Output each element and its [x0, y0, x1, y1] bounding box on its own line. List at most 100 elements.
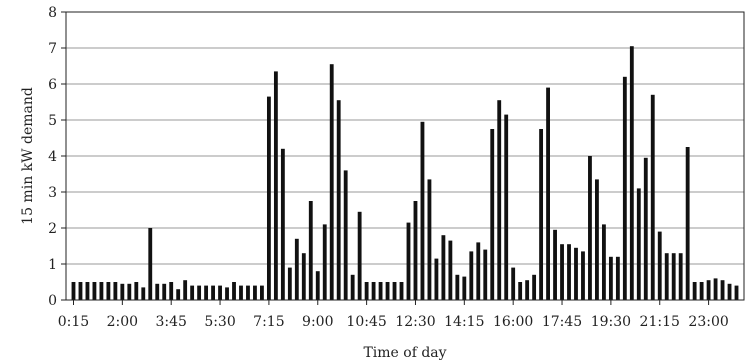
x-tick-label: 17:45 — [542, 314, 582, 330]
x-axis-ticks: 0:15 2:00 3:45 5:30 7:15 9:00 10:45 12:30 14:15 1… — [58, 300, 729, 330]
bar — [706, 280, 711, 300]
x-tick-label: 9:00 — [302, 314, 333, 330]
bar — [553, 229, 557, 300]
bar — [266, 96, 271, 300]
gridlines — [66, 47, 744, 265]
bar — [350, 274, 355, 300]
bar — [734, 285, 739, 300]
bar — [427, 179, 432, 300]
bar — [455, 274, 460, 300]
bar — [539, 129, 544, 300]
bar — [595, 179, 599, 300]
bar — [106, 282, 111, 300]
bar — [155, 283, 160, 300]
x-tick-label: 0:15 — [58, 314, 89, 330]
y-tick-label: 7 — [48, 41, 57, 57]
x-tick-label: 2:00 — [107, 314, 138, 330]
bar — [650, 94, 655, 300]
bar — [490, 129, 495, 300]
bar — [120, 283, 125, 300]
bar — [92, 282, 97, 300]
bar — [225, 287, 229, 300]
bars — [71, 46, 739, 301]
bar — [497, 100, 502, 300]
x-tick-label: 3:45 — [155, 314, 186, 330]
bar — [364, 282, 369, 300]
bar — [141, 287, 146, 300]
bar — [420, 121, 425, 300]
bar — [371, 282, 376, 300]
y-tick-label: 0 — [48, 293, 57, 309]
bar — [476, 242, 481, 300]
bar — [148, 228, 153, 300]
bar — [615, 256, 620, 300]
bar — [657, 231, 662, 300]
y-tick-label: 8 — [48, 5, 57, 21]
bar — [134, 282, 139, 300]
bar — [71, 282, 76, 300]
bar — [399, 282, 404, 300]
bar — [260, 285, 264, 300]
bar — [197, 285, 202, 300]
bar — [546, 87, 550, 300]
bar — [392, 282, 397, 300]
bar — [315, 271, 320, 300]
bar — [511, 267, 516, 300]
bar — [322, 224, 327, 300]
bar — [699, 282, 704, 300]
y-tick-label: 3 — [48, 185, 57, 201]
bar — [239, 285, 243, 300]
y-tick-label: 6 — [48, 77, 57, 93]
bar — [664, 253, 669, 300]
x-tick-label: 23:00 — [688, 314, 728, 330]
y-tick-label: 4 — [48, 149, 57, 165]
bar — [169, 282, 174, 300]
bar — [636, 188, 641, 300]
bar — [406, 222, 411, 300]
bar — [343, 170, 348, 300]
bar — [190, 285, 195, 300]
y-tick-label: 1 — [48, 257, 57, 273]
bar — [713, 278, 718, 300]
bar — [211, 285, 215, 300]
bar — [629, 46, 634, 301]
bar — [608, 256, 613, 300]
x-tick-label: 16:00 — [493, 314, 533, 330]
x-tick-label: 19:30 — [591, 314, 631, 330]
bar — [273, 71, 278, 301]
bar — [643, 157, 648, 300]
x-tick-label: 12:30 — [395, 314, 435, 330]
bar — [113, 282, 118, 300]
x-tick-label: 7:15 — [253, 314, 284, 330]
bar — [532, 274, 537, 300]
bar — [685, 147, 690, 300]
bar — [85, 282, 90, 300]
bar — [301, 253, 306, 300]
y-tick-label: 5 — [48, 113, 57, 129]
bar — [692, 282, 697, 300]
bar — [601, 224, 606, 300]
bar — [99, 282, 104, 300]
y-axis-ticks: 0 1 2 3 4 5 6 7 8 — [48, 5, 66, 309]
bar — [385, 282, 390, 300]
bar — [78, 282, 83, 300]
x-tick-label: 5:30 — [204, 314, 235, 330]
bar — [162, 283, 167, 300]
x-tick-label: 14:15 — [444, 314, 484, 330]
bar — [232, 282, 236, 300]
bar — [329, 64, 334, 300]
bar — [448, 240, 453, 300]
bar — [678, 253, 683, 300]
bar — [567, 244, 571, 300]
bar — [441, 235, 446, 300]
bar — [518, 282, 523, 300]
bar — [574, 247, 578, 300]
bar — [183, 280, 188, 300]
bar — [357, 211, 362, 300]
x-tick-label: 10:45 — [346, 314, 386, 330]
bar — [308, 201, 313, 300]
bar — [413, 201, 418, 300]
x-tick-label: 21:15 — [640, 314, 680, 330]
y-tick-label: 2 — [48, 221, 57, 237]
